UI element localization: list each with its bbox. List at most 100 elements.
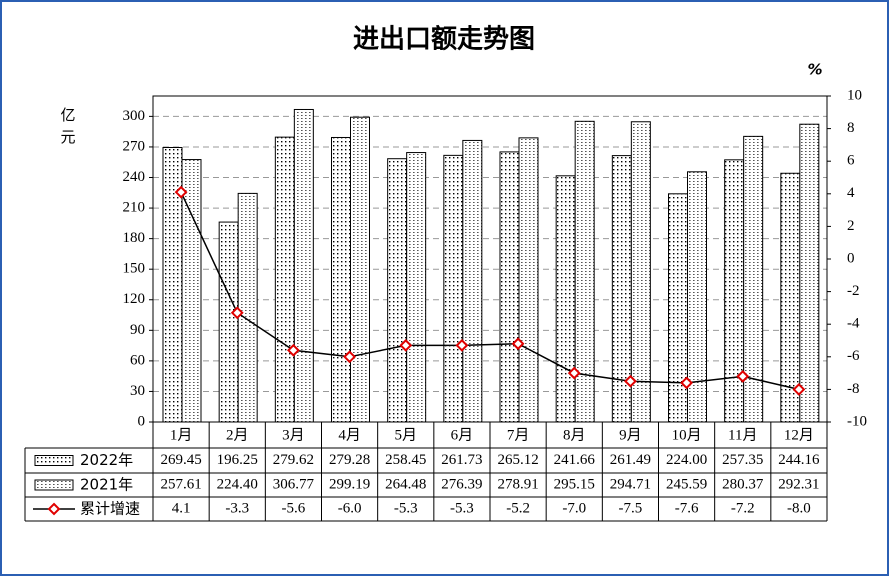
table-cell: -6.0 — [338, 500, 362, 516]
marker — [399, 338, 413, 352]
table-cell: 279.62 — [273, 452, 314, 468]
x-tick-label: 7月 — [507, 427, 530, 443]
table-cell: 224.40 — [217, 476, 258, 492]
chart-title: 进出口额走势图 — [353, 25, 535, 55]
table-cell: 245.59 — [666, 476, 707, 492]
y-tick-label: 210 — [123, 200, 146, 216]
table-cell: -5.3 — [394, 500, 418, 516]
y-tick-label: 240 — [123, 169, 146, 185]
table-cell: 269.45 — [160, 452, 201, 468]
y-tick-label: 60 — [130, 352, 145, 368]
table-cell: -3.3 — [225, 500, 249, 516]
legend-label: 累计增速 — [80, 500, 140, 518]
marker — [567, 366, 581, 380]
y2-tick-label: -10 — [847, 413, 867, 429]
x-tick-label: 9月 — [619, 427, 642, 443]
bar — [518, 137, 539, 423]
marker — [343, 350, 356, 364]
legend-label: 2022年 — [80, 451, 133, 469]
table-cell: 258.45 — [385, 452, 426, 468]
x-tick-label: 11月 — [728, 427, 757, 443]
marker — [511, 337, 525, 351]
legend-swatch — [34, 455, 74, 466]
y2-tick-label: 0 — [847, 250, 855, 266]
table-cell: 299.19 — [329, 476, 370, 492]
table-cell: 4.1 — [172, 500, 191, 516]
y2-tick-label: -8 — [847, 381, 860, 397]
x-tick-label: 10月 — [672, 427, 702, 443]
marker — [624, 374, 637, 388]
bar — [780, 172, 801, 423]
table-cell: 280.37 — [722, 476, 764, 492]
table-cell: 257.61 — [160, 476, 201, 492]
y-tick-label: 300 — [123, 108, 146, 124]
bar — [574, 120, 595, 423]
bar — [724, 159, 745, 423]
x-tick-label: 5月 — [394, 427, 417, 443]
legend-label: 2021年 — [80, 476, 133, 494]
y2-tick-label: 2 — [847, 218, 855, 234]
x-tick-label: 3月 — [282, 427, 305, 443]
bar — [274, 136, 295, 423]
bar — [443, 154, 464, 423]
bar — [293, 108, 314, 423]
bar — [799, 123, 820, 423]
table-cell: 244.16 — [778, 452, 820, 468]
bar — [331, 136, 351, 423]
marker — [455, 338, 469, 352]
marker — [736, 369, 750, 383]
bar — [462, 139, 483, 423]
table-cell: 306.77 — [273, 476, 315, 492]
table-cell: 265.12 — [497, 452, 538, 468]
y-tick-label: 30 — [130, 383, 145, 399]
y2-tick-label: -6 — [847, 348, 860, 364]
table-cell: 257.35 — [722, 452, 763, 468]
legend-swatch — [34, 479, 74, 491]
y2-tick-label: 10 — [847, 87, 862, 103]
y-tick-label: 0 — [138, 413, 146, 429]
marker — [230, 306, 244, 320]
table-cell: -8.0 — [787, 500, 811, 516]
table-cell: -7.6 — [675, 500, 699, 516]
table-cell: -5.3 — [450, 500, 474, 516]
marker — [792, 382, 806, 396]
bar — [387, 158, 408, 423]
table-cell: 224.00 — [666, 452, 707, 468]
line — [180, 191, 800, 391]
x-tick-label: 1月 — [170, 427, 193, 443]
bar — [406, 152, 427, 423]
y2-tick-label: -2 — [847, 283, 860, 299]
y2-tick-label: -4 — [847, 316, 860, 332]
y2-tick-label: 6 — [847, 153, 855, 169]
y-tick-label: 90 — [130, 322, 145, 338]
y-axis-label: 亿元 — [60, 106, 75, 146]
table-cell: 292.31 — [778, 476, 819, 492]
bar — [555, 175, 576, 423]
x-tick-label: 12月 — [784, 427, 814, 443]
bar — [237, 192, 258, 423]
y2-tick-label: 8 — [847, 120, 855, 136]
table-cell: 264.48 — [385, 476, 426, 492]
bar — [499, 151, 520, 423]
y-tick-label: 270 — [123, 138, 146, 154]
table-cell: 278.91 — [497, 476, 538, 492]
y-tick-label: 180 — [123, 230, 146, 246]
table-cell: 261.73 — [441, 452, 482, 468]
x-tick-label: 2月 — [226, 427, 249, 443]
table-cell: -7.0 — [562, 500, 586, 516]
y2-axis-label: % — [807, 61, 822, 79]
bar — [218, 221, 239, 423]
bar — [668, 193, 688, 423]
bar — [630, 121, 651, 423]
y-tick-label: 150 — [123, 261, 146, 277]
table-cell: 276.39 — [441, 476, 482, 492]
legend-marker — [47, 502, 61, 516]
table-cell: 279.28 — [329, 452, 370, 468]
bar — [350, 116, 370, 423]
table-cell: 294.71 — [610, 476, 651, 492]
table-cell: -5.2 — [506, 500, 530, 516]
table-cell: 196.25 — [217, 452, 258, 468]
x-tick-label: 6月 — [451, 427, 474, 443]
table-cell: -5.6 — [282, 500, 306, 516]
